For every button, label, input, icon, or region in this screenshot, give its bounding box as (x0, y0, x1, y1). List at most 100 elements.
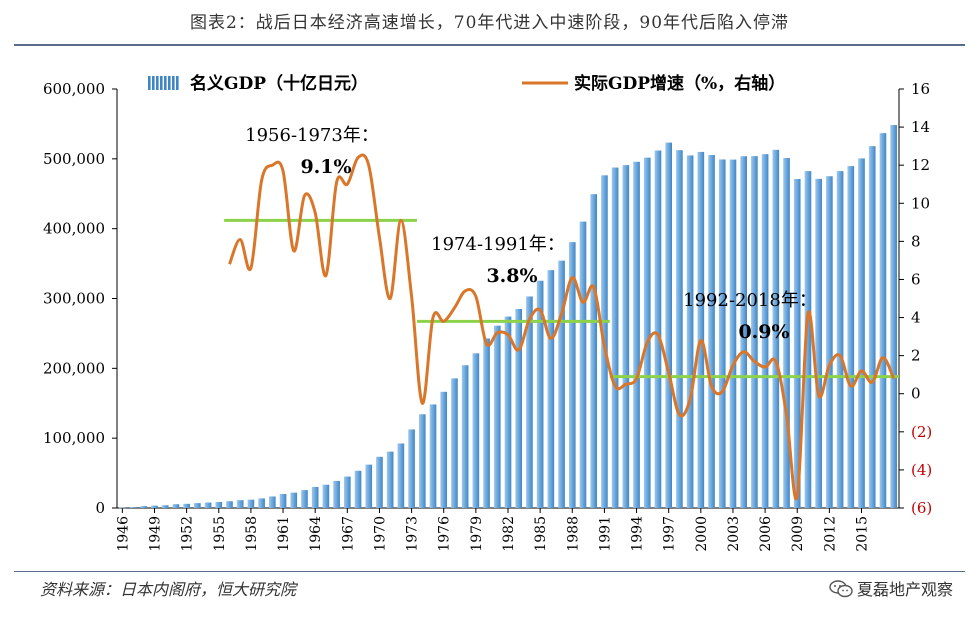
period-label: 1956-1973年： (245, 125, 379, 146)
right-tick-label: 2 (911, 347, 921, 365)
gdp-bar (161, 505, 169, 508)
x-tick-label: 1961 (276, 516, 292, 552)
gdp-bar (418, 414, 426, 508)
gdp-bar (826, 176, 833, 508)
right-tick-label: (2) (911, 423, 932, 441)
x-tick-label: 1970 (372, 516, 388, 552)
gdp-bar (772, 149, 780, 508)
gdp-bar (440, 391, 448, 508)
x-tick-label: 1979 (469, 516, 485, 552)
period-annotations: 1956-1973年： 9.1% 1974-1991年： 3.8% 1992-2018年… (245, 125, 817, 343)
source-note: 资料来源：日本内阁府，恒大研究院 (40, 580, 297, 599)
gdp-bar (708, 154, 715, 508)
gdp-bar (686, 155, 694, 508)
x-tick-label: 1964 (308, 516, 324, 552)
growth-line-group (228, 153, 895, 501)
gdp-bar (590, 194, 598, 508)
x-tick-label: 1967 (340, 516, 356, 552)
left-tick-label: 200,000 (43, 359, 105, 377)
gdp-bar (236, 500, 244, 508)
gdp-bar (858, 158, 865, 508)
x-tick-label: 1991 (597, 516, 613, 552)
gdp-bar (761, 154, 769, 509)
gdp-bar (815, 178, 822, 509)
gdp-bar (654, 150, 662, 508)
left-tick-label: 400,000 (43, 220, 105, 238)
x-tick-label: 1985 (533, 516, 549, 552)
period-value-label: 0.9% (738, 321, 789, 343)
gdp-bar (311, 486, 319, 508)
gdp-bar (676, 150, 683, 508)
gdp-bar (504, 316, 512, 508)
gdp-bar (322, 484, 330, 508)
legend-swatch-bar (172, 76, 175, 90)
gdp-bar (579, 221, 587, 508)
gdp-bar (472, 353, 480, 508)
gdp-bar (204, 502, 212, 508)
left-tick-label: 500,000 (43, 150, 105, 168)
gdp-bar (697, 151, 705, 508)
x-tick-label: 2000 (694, 516, 710, 552)
left-tick-label: 600,000 (43, 80, 105, 98)
right-tick-label: (4) (911, 461, 932, 479)
gdp-bar (301, 490, 308, 508)
legend-swatch-bar (156, 76, 159, 90)
legend-item-growth: 实际GDP增速（%，右轴） (522, 73, 785, 94)
legend-label-gdp: 名义GDP（十亿日元） (190, 73, 368, 94)
gdp-bar (751, 156, 758, 508)
axes-group: 0 100,000 200,000 300,000 400,000 500,000 600,… (43, 80, 932, 552)
gdp-bar (868, 146, 876, 509)
chart-title: 图表2：战后日本经济高速增长，70年代进入中速阶段，90年代后陷入停滞 (189, 13, 790, 33)
gdp-bar (140, 506, 148, 508)
gdp-bar (718, 159, 726, 508)
bars-group (119, 125, 897, 509)
gdp-bar (633, 161, 640, 508)
x-tick-label: 1976 (437, 516, 453, 552)
right-tick-label: 4 (911, 309, 921, 327)
gdp-bar (408, 429, 415, 508)
legend: 名义GDP（十亿日元） 实际GDP增速（%，右轴） (148, 73, 785, 94)
gdp-bar (172, 504, 180, 508)
gdp-bar (290, 492, 298, 508)
x-tick-label: 1988 (565, 516, 581, 552)
gdp-bar (515, 308, 523, 508)
gdp-bar (429, 404, 437, 508)
gdp-bar (354, 470, 362, 508)
gdp-bar (151, 505, 158, 508)
legend-swatch-bar (164, 76, 167, 90)
x-tick-label: 2009 (790, 516, 806, 552)
x-tick-label: 1973 (405, 516, 421, 552)
gdp-bar (215, 501, 223, 508)
gdp-bar (376, 456, 383, 508)
right-tick-label: 10 (911, 194, 930, 212)
legend-swatch-bar (152, 76, 155, 90)
gdp-bar (451, 378, 458, 508)
left-tick-label: 100,000 (43, 429, 105, 447)
x-tick-label: 2012 (822, 516, 838, 552)
watermark-text: 夏磊地产观察 (856, 580, 953, 599)
gdp-bar (333, 480, 340, 508)
x-tick-label: 1997 (662, 516, 678, 552)
chart-canvas: 0 100,000 200,000 300,000 400,000 500,000 600,… (43, 73, 932, 552)
gdp-bar (568, 242, 576, 508)
gdp-bar (269, 496, 276, 508)
gdp-bar (226, 501, 233, 508)
period-value-label: 3.8% (486, 265, 537, 287)
gdp-bar (611, 167, 619, 508)
x-tick-label: 1946 (115, 516, 131, 552)
right-tick-label: 12 (911, 156, 930, 174)
x-tick-label: 2003 (726, 516, 742, 552)
gdp-bar (879, 133, 887, 508)
gdp-bar (194, 503, 201, 508)
x-tick-label: 1952 (180, 516, 196, 552)
x-tick-label: 2006 (758, 516, 774, 552)
legend-swatch-bar (168, 76, 171, 90)
period-label: 1992-2018年： (683, 290, 817, 311)
period-value-label: 9.1% (300, 156, 351, 178)
gdp-bar (643, 157, 651, 508)
bottom-rule (14, 571, 965, 572)
gdp-bar (740, 156, 747, 508)
legend-label-growth: 实际GDP增速（%，右轴） (574, 73, 785, 94)
watermark: 夏磊地产观察 (829, 576, 953, 600)
right-tick-label: 0 (911, 385, 921, 403)
